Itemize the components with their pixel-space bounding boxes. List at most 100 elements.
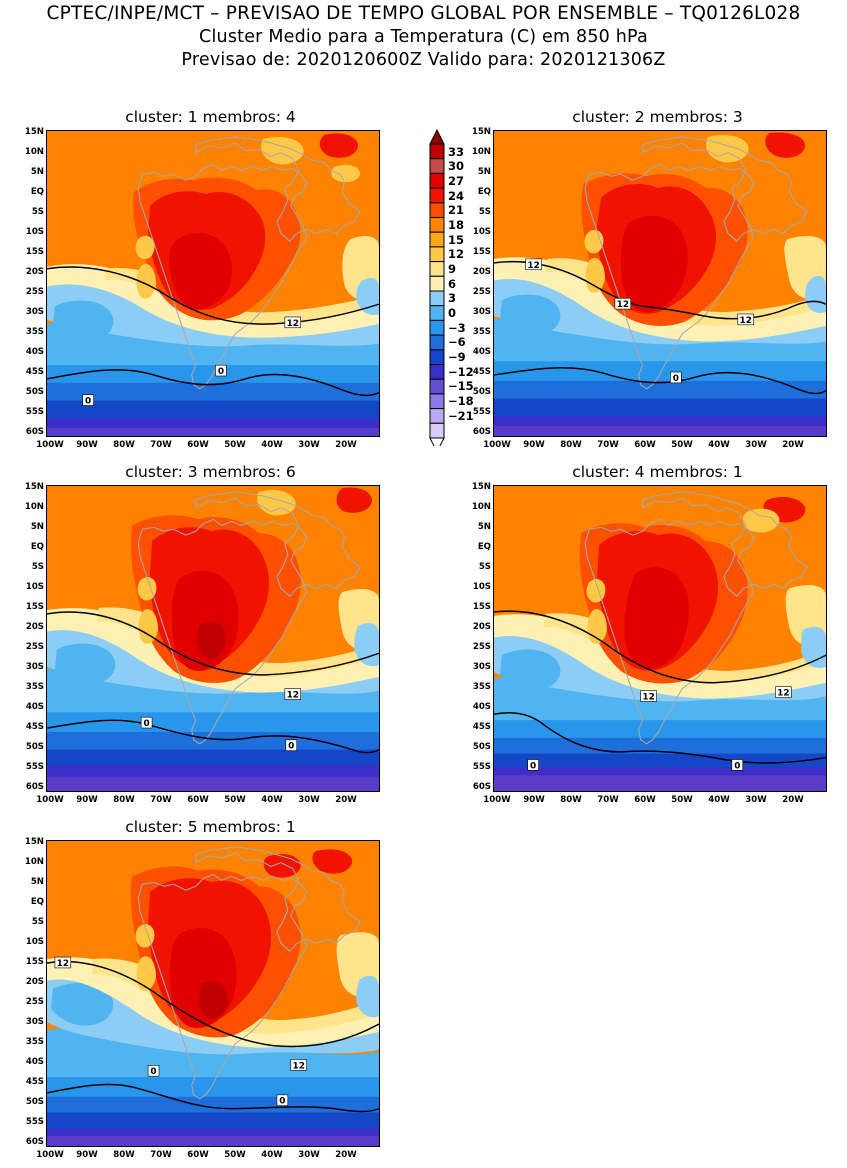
y-tick-10S: 10S (472, 582, 491, 592)
y-tick-20S: 20S (25, 977, 44, 987)
colorbar-label-m21: −21 (448, 409, 474, 423)
y-tick-55S: 55S (25, 762, 44, 772)
x-tick-90W: 90W (76, 1150, 98, 1160)
colorbar-label-m3: −3 (448, 321, 466, 335)
y-tick-45S: 45S (472, 367, 491, 377)
svg-text:12: 12 (287, 319, 299, 329)
svg-text:12: 12 (57, 959, 69, 969)
x-tick-40W: 40W (708, 795, 730, 805)
x-tick-30W: 30W (298, 440, 320, 450)
x-tick-90W: 90W (523, 440, 545, 450)
map-field-5: 12 12 0 0 (47, 841, 379, 1146)
y-tick-5N: 5N (477, 167, 491, 177)
y-tick-45S: 45S (25, 722, 44, 732)
contour-12 (494, 610, 826, 684)
x-tick-30W: 30W (298, 795, 320, 805)
svg-text:0: 0 (734, 761, 740, 771)
y-tick-5N: 5N (30, 877, 44, 887)
y-tick-30S: 30S (25, 662, 44, 672)
y-tick-40S: 40S (472, 702, 491, 712)
x-tick-90W: 90W (76, 440, 98, 450)
contour-labels: 12 0 0 (82, 316, 302, 407)
y-tick-35S: 35S (472, 682, 491, 692)
y-tick-10S: 10S (472, 227, 491, 237)
y-tick-55S: 55S (25, 407, 44, 417)
x-tick-20W: 20W (335, 440, 357, 450)
y-tick-40S: 40S (472, 347, 491, 357)
y-tick-55S: 55S (472, 762, 491, 772)
y-tick-60S: 60S (25, 782, 44, 792)
y-tick-15S: 15S (25, 957, 44, 967)
y-tick-30S: 30S (472, 307, 491, 317)
y-tick-55S: 55S (472, 407, 491, 417)
colorbar-label-24: 24 (448, 189, 465, 203)
x-tick-20W: 20W (335, 1150, 357, 1160)
x-tick-80W: 80W (113, 1150, 135, 1160)
colorbar-label-18: 18 (448, 218, 465, 232)
y-tick-25S: 25S (25, 287, 44, 297)
y-tick-35S: 35S (472, 327, 491, 337)
y-tick-20S: 20S (25, 622, 44, 632)
svg-text:0: 0 (530, 761, 536, 771)
map-field-1: 12 0 0 (47, 131, 379, 436)
x-tick-60W: 60W (187, 1150, 209, 1160)
y-tick-EQ: EQ (30, 542, 44, 552)
y-tick-30S: 30S (25, 1017, 44, 1027)
colorbar-label-m9: −9 (448, 350, 466, 364)
y-tick-5N: 5N (30, 167, 44, 177)
y-tick-10N: 10N (471, 147, 491, 157)
colorbar: 33 30 27 24 21 18 15 12 9 6 3 0 −3 −6 −9… (424, 128, 484, 454)
x-tick-60W: 60W (187, 795, 209, 805)
map-plot-1: 12 0 0 (46, 130, 380, 437)
y-tick-15N: 15N (471, 127, 491, 137)
svg-text:12: 12 (293, 1061, 305, 1071)
x-tick-80W: 80W (113, 795, 135, 805)
y-tick-50S: 50S (25, 387, 44, 397)
y-tick-15N: 15N (471, 482, 491, 492)
y-tick-10N: 10N (471, 502, 491, 512)
colorbar-label-9: 9 (448, 262, 457, 276)
svg-text:0: 0 (279, 1097, 285, 1107)
y-tick-15S: 15S (25, 602, 44, 612)
y-tick-5S: 5S (478, 562, 491, 572)
y-tick-5S: 5S (478, 207, 491, 217)
x-tick-80W: 80W (113, 440, 135, 450)
y-tick-45S: 45S (25, 367, 44, 377)
y-tick-15N: 15N (24, 127, 44, 137)
x-tick-70W: 70W (150, 1150, 172, 1160)
y-tick-25S: 25S (25, 642, 44, 652)
contour-12 (47, 266, 379, 325)
svg-text:12: 12 (527, 261, 539, 271)
map-plot-5: 12 12 0 0 (46, 840, 380, 1147)
x-tick-40W: 40W (261, 440, 283, 450)
header-line-model: CPTEC/INPE/MCT – PREVISAO DE TEMPO GLOBA… (46, 3, 801, 24)
svg-text:0: 0 (673, 374, 679, 384)
map-field-4: 12 12 0 0 (494, 486, 826, 791)
y-tick-5N: 5N (30, 522, 44, 532)
x-tick-60W: 60W (634, 795, 656, 805)
x-tick-90W: 90W (76, 795, 98, 805)
x-tick-30W: 30W (745, 795, 767, 805)
x-tick-60W: 60W (187, 440, 209, 450)
svg-text:12: 12 (777, 689, 789, 699)
y-tick-35S: 35S (25, 1037, 44, 1047)
y-tick-10N: 10N (24, 502, 44, 512)
svg-text:0: 0 (85, 397, 91, 407)
svg-text:12: 12 (617, 300, 629, 310)
y-tick-45S: 45S (472, 722, 491, 732)
y-tick-35S: 35S (25, 682, 44, 692)
colorbar-label-6: 6 (448, 277, 457, 291)
x-tick-100W: 100W (483, 795, 511, 805)
y-tick-EQ: EQ (477, 542, 491, 552)
y-tick-15N: 15N (24, 837, 44, 847)
panel-cluster-2: cluster: 2 membros: 3 12 12 12 0 (465, 108, 847, 458)
contour-0 (494, 367, 826, 395)
map-plot-2: 12 12 12 0 (493, 130, 827, 437)
x-tick-50W: 50W (224, 440, 246, 450)
colorbar-label-27: 27 (448, 174, 465, 188)
y-tick-30S: 30S (472, 662, 491, 672)
y-tick-60S: 60S (472, 427, 491, 437)
y-tick-50S: 50S (472, 387, 491, 397)
y-tick-15S: 15S (472, 247, 491, 257)
x-tick-40W: 40W (261, 1150, 283, 1160)
